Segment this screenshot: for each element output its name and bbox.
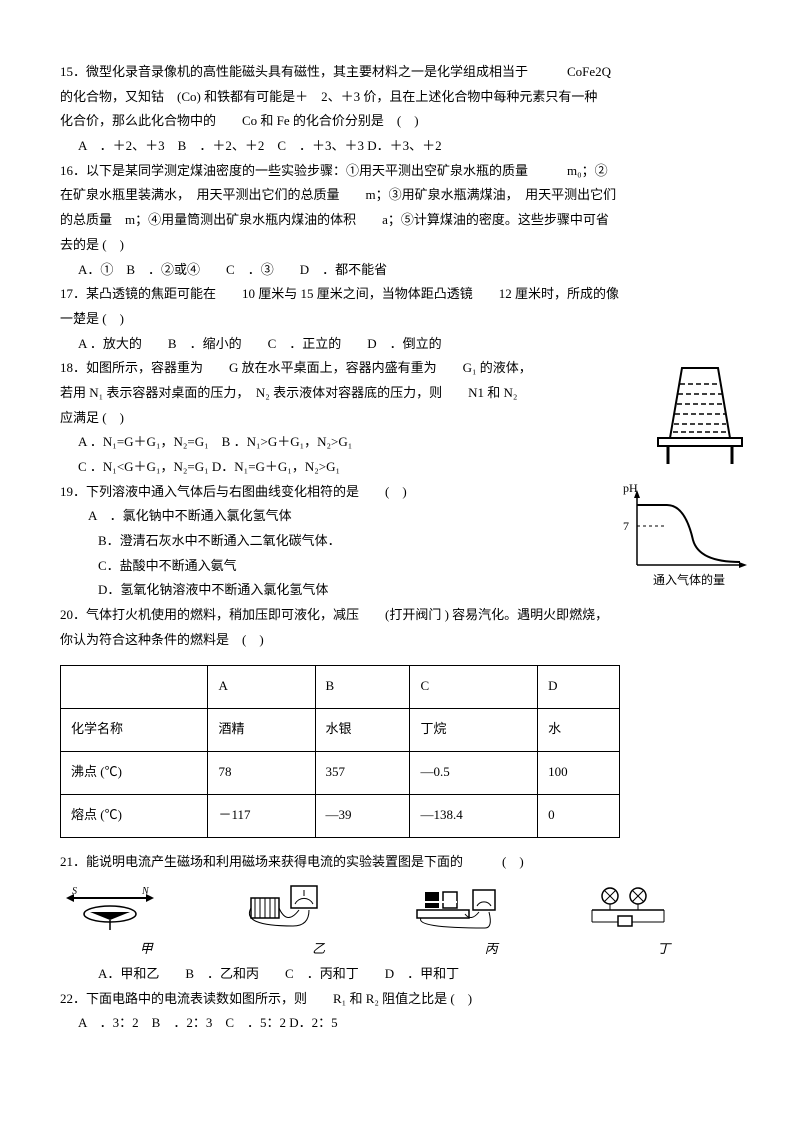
q17-line1: 17．某凸透镜的焦距可能在 10 厘米与 15 厘米之间，当物体距凸透镜 12 … <box>60 282 750 307</box>
figure-labels: 甲 乙 丙 丁 <box>60 937 750 962</box>
question-16: 16．以下是某同学测定煤油密度的一些实验步骤：①用天平测出空矿泉水瓶的质量 m₀… <box>60 159 750 282</box>
q21-stem: 21．能说明电流产生磁场和利用磁场来获得电流的实验装置图是下面的 ( ) <box>60 850 750 875</box>
th-c: C <box>410 665 538 708</box>
q21-options: A．甲和乙 B ．乙和丙 C ．丙和丁 D ．甲和丁 <box>60 962 750 987</box>
q16-line1: 16．以下是某同学测定煤油密度的一些实验步骤：①用天平测出空矿泉水瓶的质量 m₀… <box>60 159 750 184</box>
q22-stem: 22．下面电路中的电流表读数如图所示，则 R₁ 和 R₂ 阻值之比是 ( ) <box>60 987 750 1012</box>
th-a: A <box>208 665 315 708</box>
q16-options: A．① B ．②或④ C ．③ D ．都不能省 <box>60 258 750 283</box>
fig-yi-icon <box>233 880 406 935</box>
label-bing: 丙 <box>405 937 578 962</box>
table-row: 沸点 (℃) 78 357 —0.5 100 <box>61 751 620 794</box>
q18-opt1: A ．N₁=G＋G₁，N₂=G₁ B ．N₁>G＋G₁，N₂>G₁ <box>60 430 750 455</box>
question-19: pH 7 通入气体的量 19．下列溶液中通入气体后与右图曲线变化相符的是 ( )… <box>60 480 750 603</box>
row-label: 化学名称 <box>61 708 208 751</box>
q20-line1: 20．气体打火机使用的燃料，稍加压即可液化，减压 (打开阀门 ) 容易汽化。遇明… <box>60 603 750 628</box>
graph-xlabel: 通入气体的量 <box>653 572 725 587</box>
q15-line2: 的化合物，又知钴 (Co) 和铁都有可能是＋ 2、＋3 价，且在上述化合物中每种… <box>60 85 750 110</box>
q20-line2: 你认为符合这种条件的燃料是 ( ) <box>60 628 750 653</box>
q15-options: A ．＋2、＋3 B ．＋2、＋2 C ．＋3、＋3 D．＋3、＋2 <box>60 134 750 159</box>
q15-line1: 15．微型化录音录像机的高性能磁头具有磁性，其主要材料之一是化学组成相当于 Co… <box>60 60 750 85</box>
label-yi: 乙 <box>233 937 406 962</box>
table-row: 熔点 (℃) －117 —39 —138.4 0 <box>61 794 620 837</box>
th-d: D <box>538 665 620 708</box>
q22-options: A ．3：2 B ．2：3 C ．5：2 D．2：5 <box>60 1011 750 1036</box>
question-22: 22．下面电路中的电流表读数如图所示，则 R₁ 和 R₂ 阻值之比是 ( ) A… <box>60 987 750 1036</box>
fig-ding-icon <box>578 880 751 935</box>
q16-line3: 的总质量 m；④用量筒测出矿泉水瓶内煤油的体积 a；⑤计算煤油的密度。这些步骤中… <box>60 208 750 233</box>
q18-line3: 应满足 ( ) <box>60 406 750 431</box>
th-b: B <box>315 665 410 708</box>
q18-line1: 18．如图所示，容器重为 G 放在水平桌面上，容器内盛有重为 G₁ 的液体， <box>60 356 750 381</box>
q17-options: A ．放大的 B ．缩小的 C ．正立的 D ．倒立的 <box>60 332 750 357</box>
label-jia: 甲 <box>60 937 233 962</box>
fig-jia-icon: S N <box>60 880 233 935</box>
experiment-figures-row: S N <box>60 880 750 935</box>
q15-line3: 化合价，那么此化合物中的 Co 和 Fe 的化合价分别是 ( ) <box>60 109 750 134</box>
q16-line2: 在矿泉水瓶里装满水， 用天平测出它们的总质量 m；③用矿泉水瓶满煤油， 用天平测… <box>60 183 750 208</box>
svg-text:S: S <box>72 886 77 897</box>
graph-ytick: 7 <box>623 519 629 533</box>
fuel-table: A B C D 化学名称 酒精 水银 丁烷 水 沸点 (℃) 78 357 —0… <box>60 665 620 838</box>
ph-curve-icon: pH 7 通入气体的量 <box>615 480 750 595</box>
fig-bing-icon <box>405 880 578 935</box>
q18-opt2: C ．N₁<G＋G₁，N₂=G₁ D．N₁=G＋G₁，N₂>G₁ <box>60 455 750 480</box>
q18-line2: 若用 N₁ 表示容器对桌面的压力， N₂ 表示液体对容器底的压力，则 N1 和 … <box>60 381 750 406</box>
q17-line2: 一楚是 ( ) <box>60 307 750 332</box>
label-ding: 丁 <box>578 937 751 962</box>
row-label: 沸点 (℃) <box>61 751 208 794</box>
table-row: A B C D <box>61 665 620 708</box>
graph-ylabel: pH <box>623 481 638 495</box>
beaker-on-table-icon <box>650 356 750 466</box>
question-15: 15．微型化录音录像机的高性能磁头具有磁性，其主要材料之一是化学组成相当于 Co… <box>60 60 750 159</box>
question-21: 21．能说明电流产生磁场和利用磁场来获得电流的实验装置图是下面的 ( ) S N <box>60 850 750 987</box>
row-label: 熔点 (℃) <box>61 794 208 837</box>
svg-text:N: N <box>141 886 150 897</box>
question-18: 18．如图所示，容器重为 G 放在水平桌面上，容器内盛有重为 G₁ 的液体， 若… <box>60 356 750 479</box>
question-20: 20．气体打火机使用的燃料，稍加压即可液化，减压 (打开阀门 ) 容易汽化。遇明… <box>60 603 750 837</box>
q16-line4: 去的是 ( ) <box>60 233 750 258</box>
table-row: 化学名称 酒精 水银 丁烷 水 <box>61 708 620 751</box>
question-17: 17．某凸透镜的焦距可能在 10 厘米与 15 厘米之间，当物体距凸透镜 12 … <box>60 282 750 356</box>
